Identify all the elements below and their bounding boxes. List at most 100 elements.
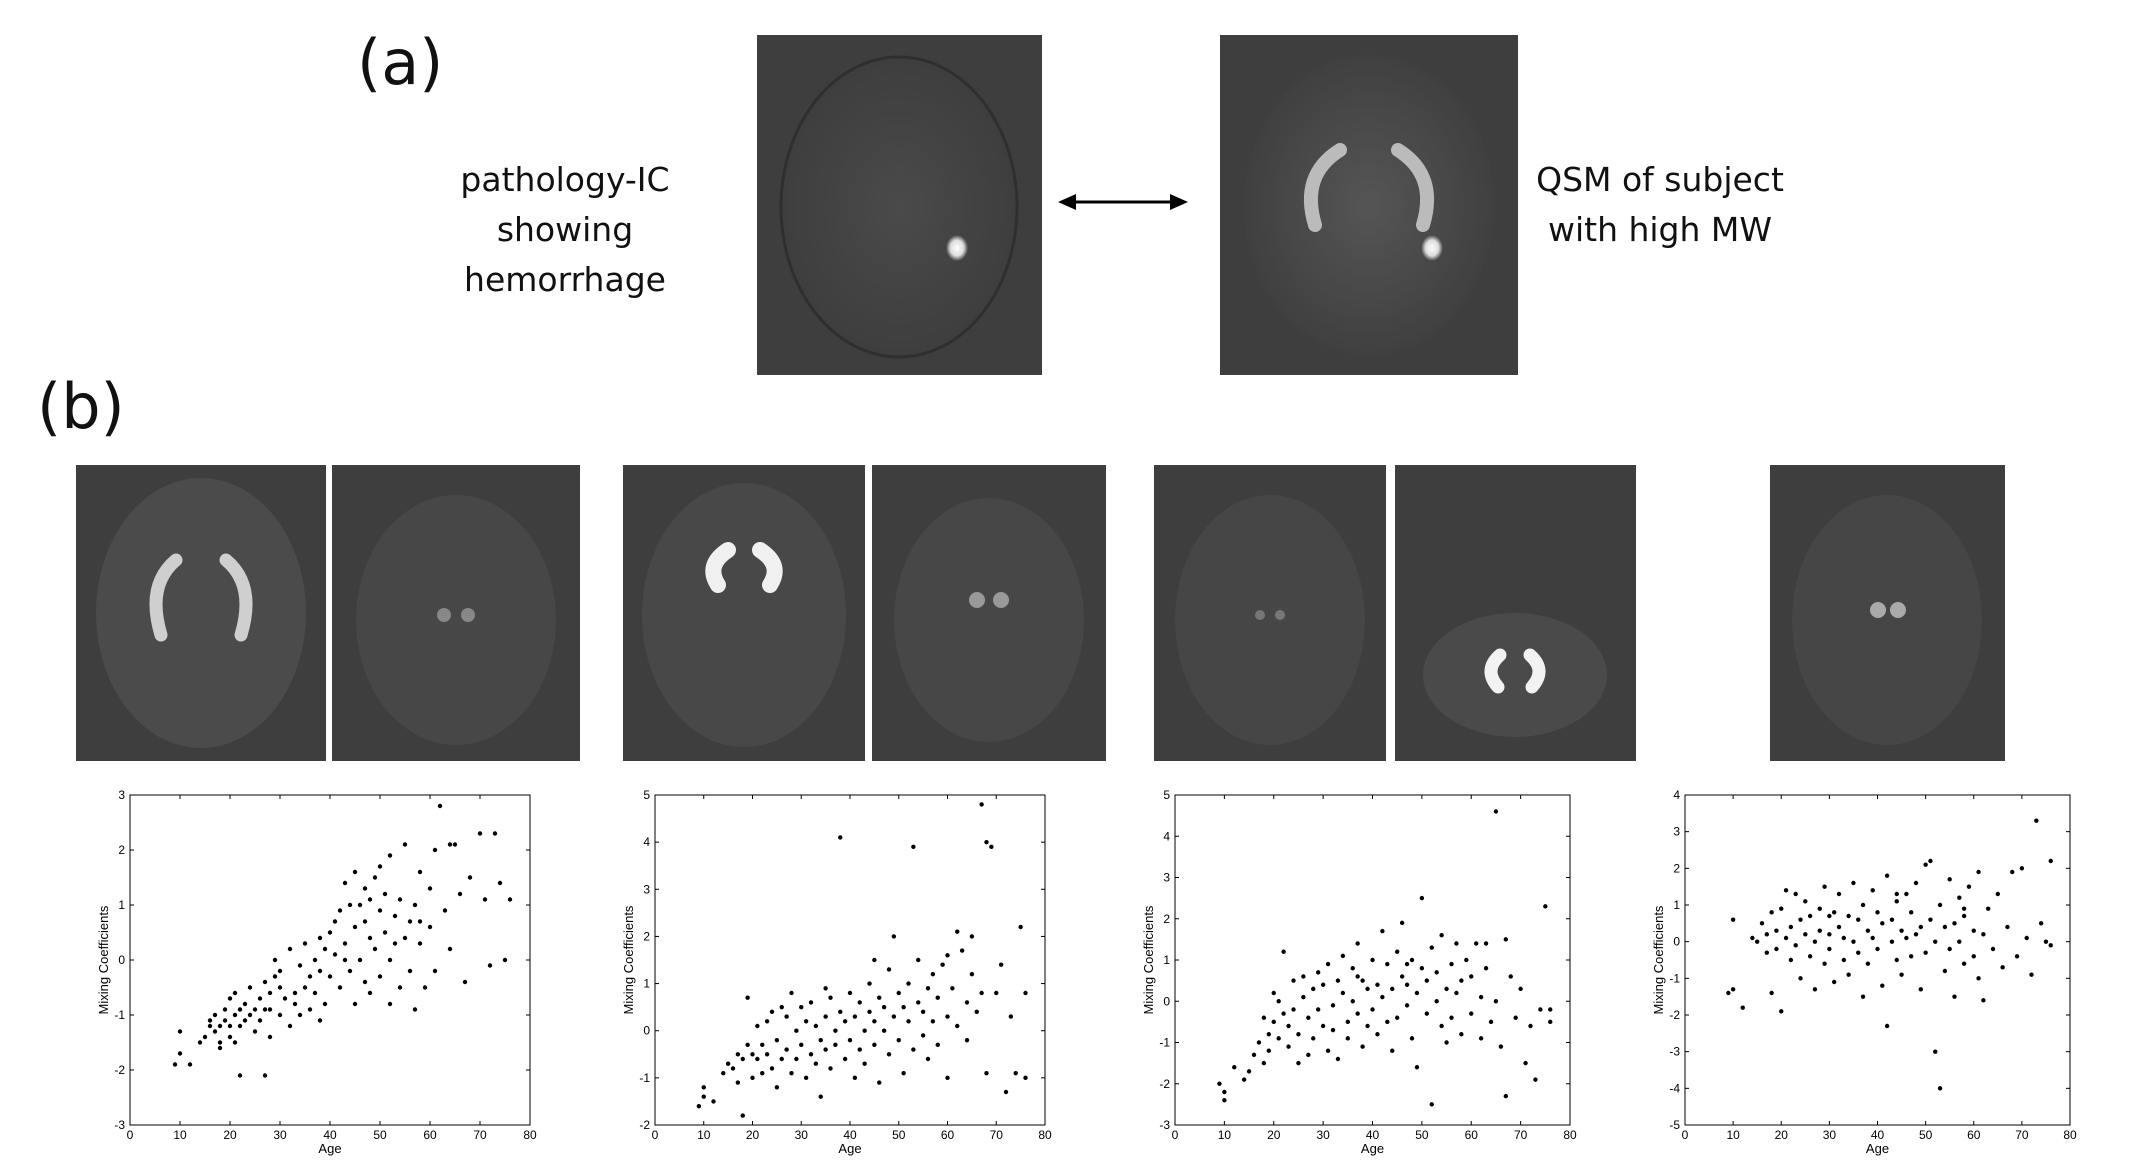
scatter-plot-4: 0 10 20 30 40 50 60 70 80 -5 -4 -3 -2 -1 0 1 2 3 4 Age Mixin… [1640,788,2120,1170]
y-tick-label: 2 [643,929,650,943]
data-point [337,908,343,913]
right-caption-line-2: with high MW [1547,210,1773,249]
data-point [1380,994,1385,1000]
data-point [1315,1007,1321,1012]
data-point [382,891,388,897]
x-axis-label: Age [1866,1141,1889,1156]
data-point [507,897,513,902]
data-point [1449,1015,1454,1020]
x-tick-label: 10 [173,1128,187,1142]
x-tick-label: 0 [652,1128,659,1142]
data-point [287,1023,293,1029]
data-point [906,981,911,986]
data-point [467,875,473,880]
data-point [823,1047,828,1052]
data-point [397,897,403,902]
data-point [803,1019,809,1024]
data-point [745,995,750,1000]
data-point [227,996,233,1001]
data-point [307,974,313,979]
data-point [1246,1069,1252,1074]
data-point [998,962,1004,967]
data-point [502,957,508,963]
data-point [1937,902,1943,908]
data-point [920,1033,926,1038]
data-point [462,979,468,985]
data-point [1306,1015,1311,1020]
x-tick-label: 60 [423,1128,437,1142]
data-point [1335,978,1341,983]
data-point [267,1007,273,1012]
data-point [1266,1032,1272,1037]
data-point [1961,961,1967,966]
data-point [377,864,383,869]
data-point [187,1062,193,1067]
data-point [1918,987,1924,992]
data-point [779,1056,784,1062]
data-point [711,1099,716,1104]
data-point [789,990,794,996]
data-point [1851,880,1856,886]
data-point [367,897,373,902]
data-point [1548,1019,1553,1025]
data-point [750,1052,755,1057]
data-point [2029,972,2034,977]
y-tick-label: -1 [114,1008,125,1022]
data-point [392,913,398,919]
data-point [1523,1060,1528,1066]
double-headed-arrow [1058,188,1188,216]
y-tick-label: -3 [114,1118,125,1132]
data-point [387,853,393,858]
x-tick-label: 40 [323,1128,337,1142]
data-point [1807,954,1813,959]
data-point [247,985,253,990]
data-point [177,1029,183,1034]
data-point [1947,946,1952,952]
data-point [974,1009,979,1015]
data-point [847,990,853,996]
data-point [1296,1060,1301,1066]
data-point [267,1034,273,1040]
data-point [911,844,916,850]
data-point [813,1061,819,1066]
data-point [1429,945,1434,950]
y-tick-label: -2 [114,1063,125,1077]
data-point [1340,953,1346,959]
data-point [1493,809,1499,814]
data-point [755,1056,760,1062]
data-point [1325,1048,1331,1053]
data-point [789,1070,794,1076]
data-point [352,924,358,930]
data-point [1261,1015,1267,1020]
y-tick-label: 0 [643,1024,650,1038]
data-point [417,919,423,924]
data-point [862,1061,867,1066]
data-point [1894,957,1899,963]
x-tick-label: 80 [523,1128,537,1142]
data-point [2038,921,2044,926]
data-point [857,1047,862,1052]
data-point [1961,913,1967,919]
x-tick-label: 40 [1366,1128,1380,1142]
data-point [872,1042,877,1048]
data-point [950,986,955,991]
data-point [237,1023,243,1029]
data-point [1913,880,1919,886]
data-point [1390,1048,1395,1053]
data-point [940,962,945,967]
data-point [1957,895,1962,900]
data-point [1783,888,1789,893]
data-point [312,957,318,963]
data-point [862,1028,867,1033]
data-point [1409,957,1415,963]
x-tick-label: 60 [1465,1128,1479,1142]
data-point [764,1019,770,1024]
data-point [1836,891,1842,897]
data-point [1355,974,1360,979]
data-point [242,1018,248,1023]
data-point [833,1042,838,1048]
data-point [1798,976,1803,981]
data-point [1404,961,1410,967]
data-point [1286,1044,1291,1049]
data-point [317,968,323,974]
